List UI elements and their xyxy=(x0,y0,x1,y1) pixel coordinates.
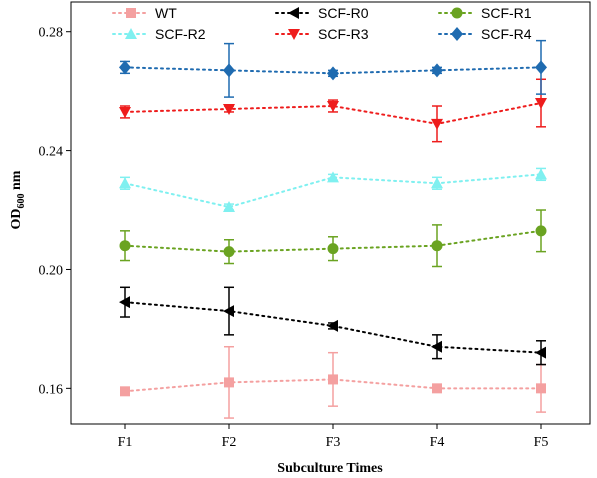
legend-item: SCF-R4 xyxy=(438,26,532,42)
y-axis: 0.16 0.20 0.24 0.28 xyxy=(39,26,71,397)
data-point xyxy=(535,346,546,359)
y-axis-title-subscript: 600 xyxy=(16,193,27,208)
y-tick-label: 0.16 xyxy=(39,382,64,397)
series-line xyxy=(124,229,542,253)
y-tick-label: 0.24 xyxy=(39,145,64,160)
y-axis-title-unit: nm xyxy=(9,170,24,193)
data-point xyxy=(535,98,547,110)
data-point xyxy=(535,225,547,237)
x-axis: F1 F2 F3 F4 F5 xyxy=(118,424,549,450)
data-point xyxy=(432,383,442,394)
data-point xyxy=(223,201,235,213)
data-point xyxy=(328,374,338,385)
series-scf-r0 xyxy=(119,286,546,366)
data-point xyxy=(431,240,443,252)
data-point xyxy=(327,101,339,113)
data-point xyxy=(327,319,338,332)
x-tick-label: F1 xyxy=(118,435,133,450)
data-point xyxy=(431,177,443,189)
series-scf-r1 xyxy=(119,209,547,268)
legend-label: SCF-R2 xyxy=(155,26,206,42)
x-tick-label: F2 xyxy=(222,435,237,450)
legend-item: SCF-R3 xyxy=(275,26,369,42)
data-point xyxy=(224,377,234,388)
legend-label: SCF-R4 xyxy=(481,26,532,42)
series-line xyxy=(124,378,542,393)
series-scf-r4 xyxy=(119,39,547,98)
data-point xyxy=(119,296,130,309)
legend-item: SCF-R0 xyxy=(275,5,369,21)
series-layer xyxy=(119,39,547,419)
y-axis-title: OD600 nm xyxy=(9,170,27,229)
data-point xyxy=(223,63,235,78)
data-point xyxy=(223,246,235,258)
data-point xyxy=(120,386,130,397)
legend-marker xyxy=(451,7,463,19)
legend-marker xyxy=(126,8,136,18)
legend-marker xyxy=(288,7,299,19)
x-tick-label: F3 xyxy=(326,435,341,450)
data-point xyxy=(535,60,547,75)
x-tick-label: F4 xyxy=(430,435,445,450)
legend-item: WT xyxy=(112,5,177,21)
data-point xyxy=(223,305,234,318)
data-point xyxy=(536,383,546,394)
y-tick-label: 0.28 xyxy=(39,26,64,41)
legend-label: SCF-R1 xyxy=(481,5,532,21)
data-point xyxy=(119,106,131,118)
legend-label: WT xyxy=(155,5,177,21)
legend-marker xyxy=(451,27,463,41)
x-tick-label: F5 xyxy=(534,435,549,450)
legend-label: SCF-R3 xyxy=(318,26,369,42)
data-point xyxy=(327,171,339,183)
series-wt xyxy=(120,345,546,419)
data-point xyxy=(431,63,443,78)
series-line xyxy=(124,173,542,209)
legend-marker xyxy=(288,29,300,40)
data-point xyxy=(327,66,339,81)
y-axis-title-main: OD xyxy=(9,208,24,229)
series-line xyxy=(124,102,542,125)
legend-item: SCF-R1 xyxy=(438,5,532,21)
data-point xyxy=(223,103,235,115)
data-point xyxy=(327,243,339,255)
series-scf-r2 xyxy=(119,167,547,213)
data-point xyxy=(535,168,547,180)
data-point xyxy=(119,240,131,252)
data-point xyxy=(119,60,131,75)
legend-marker xyxy=(125,28,137,39)
y-tick-label: 0.20 xyxy=(39,263,64,278)
x-axis-title: Subculture Times xyxy=(277,461,383,476)
series-scf-r3 xyxy=(119,78,547,143)
data-point xyxy=(119,177,131,189)
legend: WT SCF-R0 SCF-R1 SCF-R2 SCF-R3 SCF-R4 xyxy=(112,5,532,42)
plot-frame xyxy=(70,1,591,425)
legend-label: SCF-R0 xyxy=(318,5,369,21)
data-point xyxy=(431,340,442,353)
legend-item: SCF-R2 xyxy=(112,26,206,42)
data-point xyxy=(431,118,443,130)
